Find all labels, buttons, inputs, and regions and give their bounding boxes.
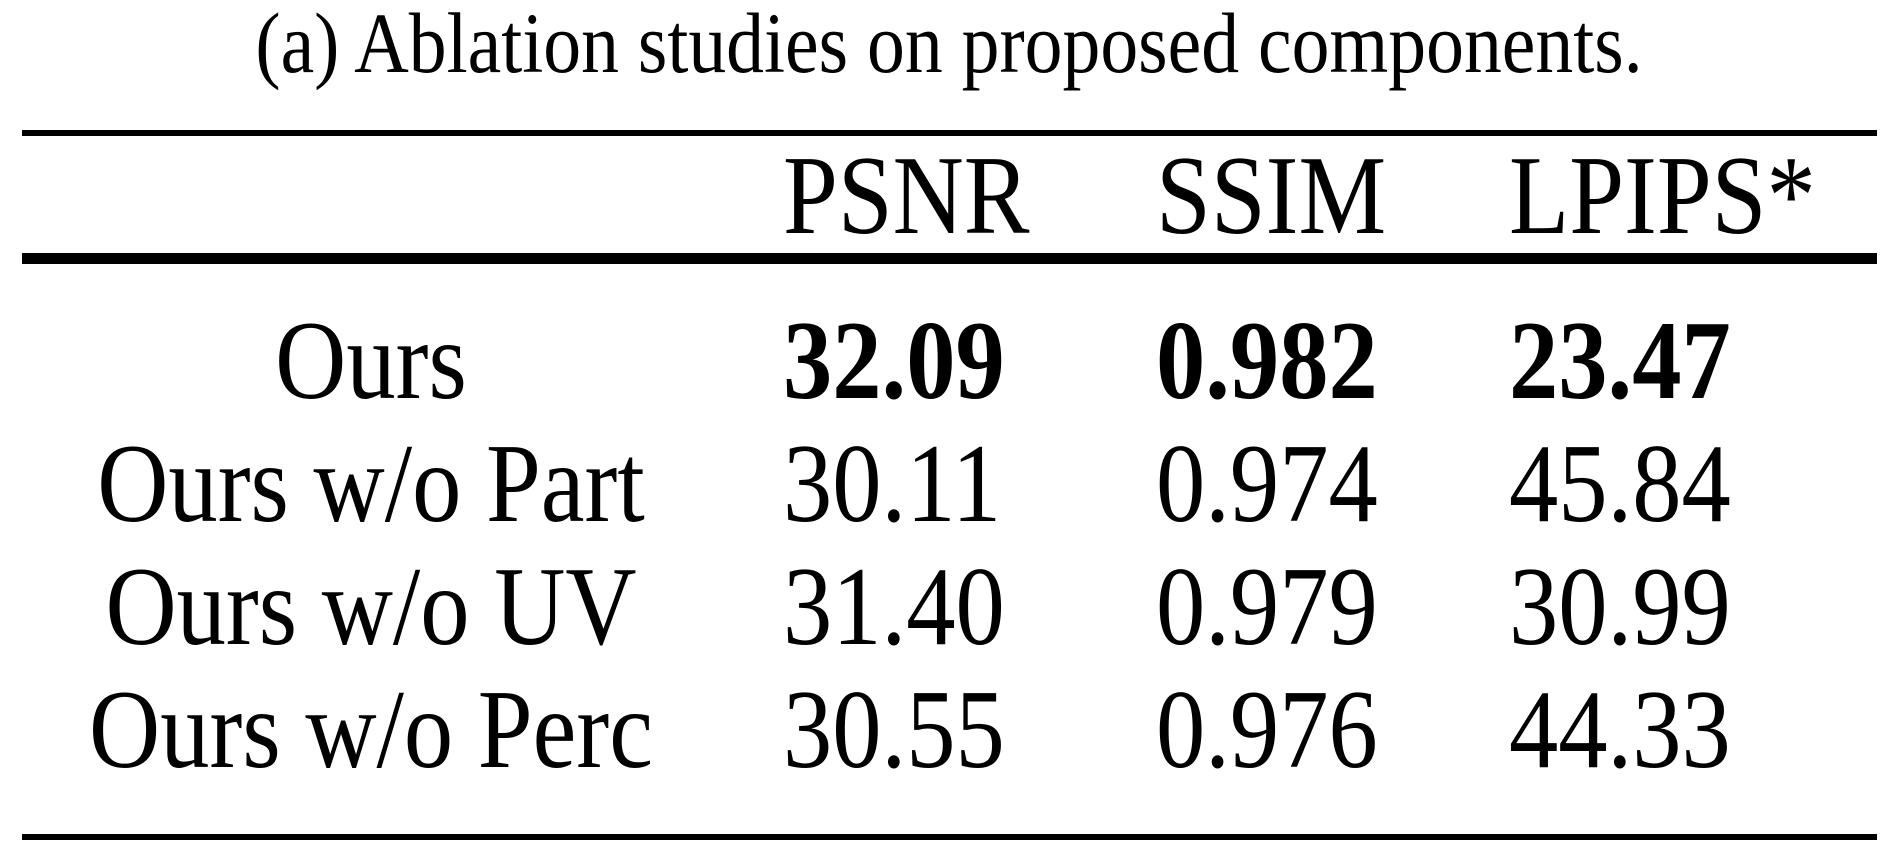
cell-ours-wo-part-psnr: 30.11 bbox=[783, 422, 1002, 546]
cell-ours-psnr: 32.09 bbox=[783, 299, 1005, 423]
cell-ours-wo-part-lpips: 45.84 bbox=[1509, 422, 1731, 546]
row-label-ours-wo-part: Ours w/o Part bbox=[97, 422, 645, 546]
header-rule bbox=[22, 253, 1877, 264]
table-caption: (a) Ablation studies on proposed compone… bbox=[255, 0, 1643, 91]
cell-ours-wo-uv-psnr: 31.40 bbox=[783, 545, 1005, 669]
bottom-rule bbox=[22, 834, 1877, 840]
cell-ours-lpips: 23.47 bbox=[1509, 299, 1731, 423]
column-header-lpips: LPIPS* bbox=[1509, 134, 1816, 258]
row-label-ours: Ours bbox=[275, 299, 467, 423]
top-rule bbox=[22, 130, 1877, 136]
cell-ours-wo-perc-psnr: 30.55 bbox=[783, 668, 1005, 792]
cell-ours-wo-uv-lpips: 30.99 bbox=[1509, 545, 1731, 669]
row-label-ours-wo-perc: Ours w/o Perc bbox=[89, 668, 653, 792]
row-label-ours-wo-uv: Ours w/o UV bbox=[105, 545, 637, 669]
cell-ours-ssim: 0.982 bbox=[1156, 299, 1378, 423]
column-header-psnr: PSNR bbox=[783, 134, 1030, 258]
cell-ours-wo-perc-ssim: 0.976 bbox=[1156, 668, 1378, 792]
cell-ours-wo-perc-lpips: 44.33 bbox=[1509, 668, 1731, 792]
cell-ours-wo-uv-ssim: 0.979 bbox=[1156, 545, 1378, 669]
cell-ours-wo-part-ssim: 0.974 bbox=[1156, 422, 1378, 546]
column-header-ssim: SSIM bbox=[1156, 134, 1387, 258]
